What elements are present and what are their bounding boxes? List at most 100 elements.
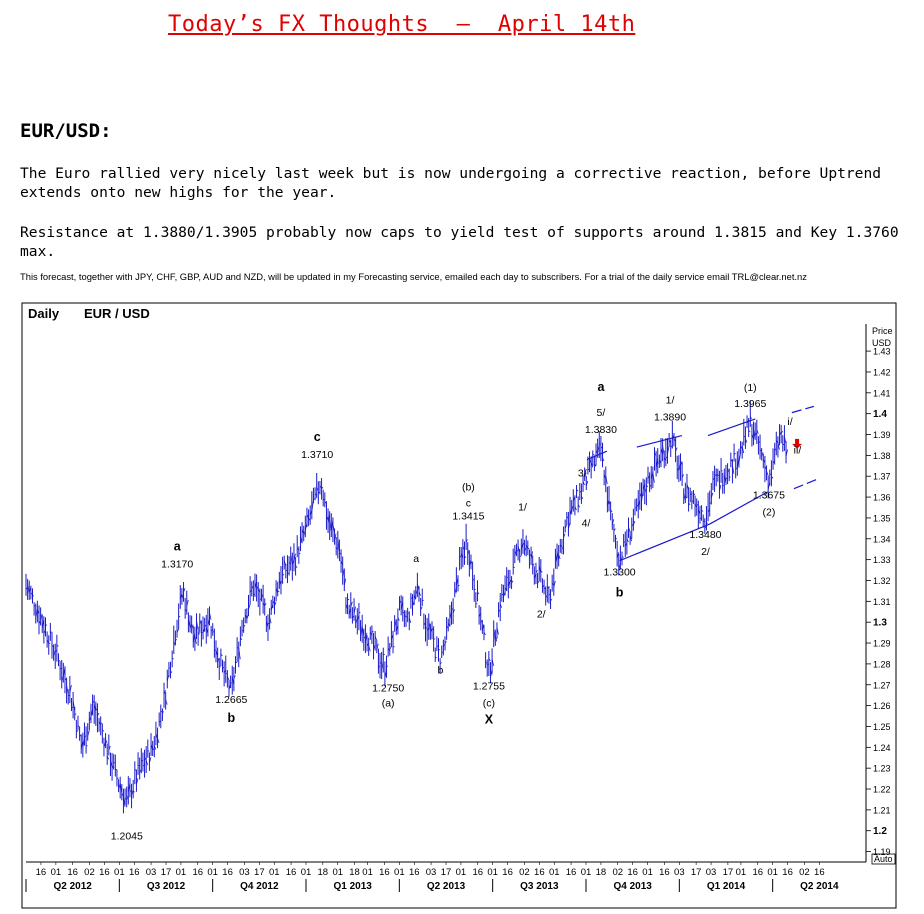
y-tick-label: 1.23 bbox=[873, 764, 891, 774]
price-bar-close bbox=[45, 624, 48, 626]
x-tick-label: 16 bbox=[752, 867, 763, 878]
x-tick-label: 17 bbox=[254, 867, 265, 878]
y-tick-label: 1.38 bbox=[873, 451, 891, 461]
commentary-paragraph-2: Resistance at 1.3880/1.3905 probably now… bbox=[20, 224, 908, 260]
price-bar-close bbox=[741, 445, 745, 454]
price-bar-close bbox=[470, 561, 473, 564]
wave-label: 1/ bbox=[666, 395, 675, 407]
price-bar-close bbox=[785, 449, 788, 457]
price-bar-close bbox=[511, 580, 514, 584]
price-bar-close bbox=[32, 595, 35, 597]
price-bar-close bbox=[157, 738, 160, 744]
price-bar-close bbox=[732, 465, 735, 474]
price-bar-close bbox=[77, 725, 80, 728]
price-bar-close bbox=[532, 563, 535, 567]
price-bar-close bbox=[540, 570, 543, 573]
x-tick-label: 16 bbox=[99, 867, 110, 878]
price-bar-close bbox=[365, 632, 368, 643]
price-bar-close bbox=[353, 606, 356, 614]
price-bar-close bbox=[454, 587, 457, 594]
chart-period-label: Daily bbox=[28, 306, 60, 321]
price-bar-close bbox=[439, 662, 442, 665]
auto-scale-button[interactable] bbox=[871, 853, 896, 865]
x-tick-label: 16 bbox=[36, 867, 47, 878]
price-bar-close bbox=[577, 504, 581, 508]
quarter-label: Q1 2013 bbox=[333, 881, 372, 892]
x-tick-label: 18 bbox=[318, 867, 329, 878]
wave-label: ii/ bbox=[794, 445, 802, 457]
price-bar-close bbox=[420, 606, 423, 611]
y-tick-label: 1.36 bbox=[873, 493, 891, 503]
x-tick-label: 01 bbox=[301, 867, 312, 878]
price-bar-close bbox=[766, 470, 769, 476]
price-bar-close bbox=[175, 638, 178, 641]
wave-label: a bbox=[597, 380, 605, 394]
price-bar-close bbox=[535, 569, 538, 574]
price-bar-close bbox=[563, 533, 566, 538]
quarter-label: Q2 2014 bbox=[800, 881, 839, 892]
price-bar-close bbox=[576, 489, 579, 492]
y-tick-label: 1.3 bbox=[873, 618, 887, 629]
price-bar-close bbox=[719, 484, 722, 492]
price-bar-close bbox=[97, 712, 100, 717]
wave-label: 1/ bbox=[518, 501, 527, 513]
price-bar-close bbox=[197, 632, 200, 635]
price-bar-close bbox=[496, 627, 499, 635]
x-tick-label: 02 bbox=[519, 867, 530, 878]
trendline-upper-segment bbox=[636, 434, 683, 448]
price-bar-close bbox=[738, 454, 741, 463]
price-bar-close bbox=[145, 760, 149, 766]
price-bar-close bbox=[102, 729, 105, 732]
price-bar-close bbox=[371, 630, 374, 633]
price-bar-close bbox=[594, 463, 597, 467]
price-bar-close bbox=[418, 591, 421, 596]
wave-label: c bbox=[466, 498, 471, 510]
price-level-label: 1.2665 bbox=[215, 694, 247, 706]
wave-label: (a) bbox=[382, 697, 395, 709]
y-tick-label: 1.37 bbox=[873, 472, 891, 482]
price-bar-close bbox=[550, 598, 553, 601]
x-tick-label: 17 bbox=[691, 867, 702, 878]
y-tick-label: 1.19 bbox=[873, 847, 891, 857]
y-tick-label: 1.35 bbox=[873, 513, 891, 523]
price-bar-close bbox=[233, 675, 236, 679]
price-bar-close bbox=[350, 601, 353, 608]
price-bar-close bbox=[321, 486, 324, 489]
price-bar-close bbox=[780, 430, 783, 434]
price-bar-close bbox=[274, 601, 277, 607]
price-bar-close bbox=[602, 457, 605, 462]
quarter-label: Q2 2013 bbox=[427, 881, 466, 892]
quarter-label: Q3 2012 bbox=[147, 881, 186, 892]
price-bar-close bbox=[527, 547, 530, 550]
y-axis-title-price: Price bbox=[872, 326, 893, 336]
price-bar-close bbox=[240, 637, 243, 640]
price-bar-close bbox=[105, 739, 108, 744]
price-bar-close bbox=[87, 730, 90, 737]
price-bar-close bbox=[76, 730, 78, 733]
x-tick-label: 16 bbox=[502, 867, 513, 878]
price-bar-close bbox=[194, 635, 197, 644]
x-tick-label: 01 bbox=[767, 867, 778, 878]
price-bar-close bbox=[170, 671, 173, 674]
price-bar-close bbox=[488, 658, 491, 662]
price-bar-close bbox=[756, 429, 759, 434]
x-tick-label: 03 bbox=[426, 867, 437, 878]
price-bar-close bbox=[282, 573, 285, 576]
price-level-label: 1.3480 bbox=[689, 529, 721, 541]
wave-label: a bbox=[174, 540, 182, 554]
price-bar-close bbox=[165, 699, 168, 705]
price-bar-close bbox=[243, 624, 246, 628]
price-bar-close bbox=[558, 554, 561, 560]
price-bar-close bbox=[512, 566, 515, 569]
price-bar-close bbox=[745, 438, 748, 443]
wave-label: i/ bbox=[787, 416, 792, 428]
trendline-lower bbox=[619, 523, 710, 562]
price-bar-close bbox=[209, 612, 212, 620]
price-bar-close bbox=[269, 616, 272, 624]
x-tick-label: 01 bbox=[487, 867, 498, 878]
y-tick-label: 1.33 bbox=[873, 555, 891, 565]
section-heading: EUR/USD: bbox=[20, 120, 112, 142]
wave-label: a bbox=[413, 553, 419, 565]
x-tick-label: 01 bbox=[176, 867, 187, 878]
